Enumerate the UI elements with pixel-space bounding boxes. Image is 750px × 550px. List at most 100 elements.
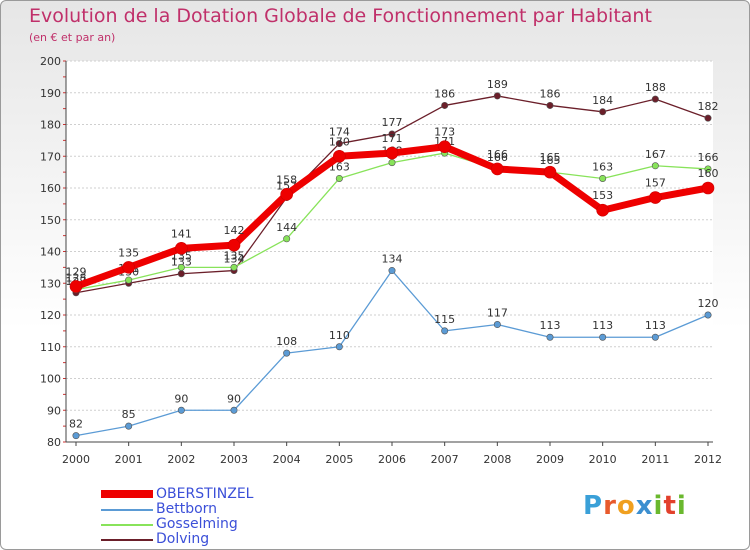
data-label-bettborn: 113 bbox=[592, 319, 613, 332]
data-label-gosselming: 163 bbox=[592, 160, 613, 173]
data-label-gosselming: 166 bbox=[487, 151, 508, 164]
data-label-dolving: 186 bbox=[540, 87, 561, 100]
data-label-bettborn: 90 bbox=[174, 392, 188, 405]
data-point-oberstinzel bbox=[701, 181, 715, 195]
data-label-oberstinzel: 141 bbox=[171, 227, 192, 240]
data-label-dolving: 189 bbox=[487, 78, 508, 91]
data-label-bettborn: 117 bbox=[487, 307, 508, 320]
data-point-oberstinzel bbox=[543, 165, 557, 179]
data-point-gosselming bbox=[283, 235, 291, 243]
x-tick-label: 2005 bbox=[325, 453, 353, 466]
data-label-oberstinzel: 157 bbox=[645, 177, 666, 190]
y-tick-label: 160 bbox=[40, 182, 61, 195]
data-label-gosselming: 135 bbox=[224, 249, 245, 262]
data-point-bettborn bbox=[599, 333, 607, 341]
data-label-dolving: 174 bbox=[329, 126, 350, 139]
data-point-gosselming bbox=[704, 165, 712, 173]
data-label-dolving: 184 bbox=[592, 94, 613, 107]
y-tick-label: 180 bbox=[40, 119, 61, 132]
data-label-bettborn: 108 bbox=[276, 335, 297, 348]
data-point-dolving bbox=[177, 270, 185, 278]
legend-label-oberstinzel: OBERSTINZEL bbox=[156, 486, 254, 502]
data-label-dolving: 186 bbox=[434, 87, 455, 100]
data-point-oberstinzel bbox=[122, 261, 135, 274]
chart-subtitle: (en € et par an) bbox=[29, 31, 116, 44]
data-point-oberstinzel bbox=[175, 242, 188, 255]
legend-swatch-bettborn bbox=[101, 509, 153, 511]
data-label-bettborn: 82 bbox=[69, 418, 83, 431]
data-point-bettborn bbox=[283, 349, 291, 357]
chart-title: Evolution de la Dotation Globale de Fonc… bbox=[29, 5, 652, 27]
data-point-gosselming bbox=[230, 263, 238, 271]
x-tick-label: 2000 bbox=[62, 453, 90, 466]
y-tick-label: 130 bbox=[40, 277, 61, 290]
data-label-bettborn: 115 bbox=[434, 313, 455, 326]
proxiti-logo: Proxiti bbox=[583, 491, 687, 521]
data-point-oberstinzel bbox=[69, 280, 83, 293]
legend-swatch-gosselming bbox=[101, 524, 153, 526]
data-point-bettborn bbox=[177, 406, 185, 414]
legend-label-bettborn: Bettborn bbox=[156, 501, 218, 517]
data-label-oberstinzel: 170 bbox=[329, 135, 350, 148]
data-point-gosselming bbox=[125, 276, 133, 284]
x-tick-label: 2007 bbox=[431, 453, 459, 466]
data-label-dolving: 134 bbox=[224, 253, 245, 266]
data-point-oberstinzel bbox=[333, 149, 346, 163]
data-label-bettborn: 110 bbox=[329, 329, 350, 342]
legend-swatch-dolving bbox=[101, 539, 153, 541]
data-label-oberstinzel: 160 bbox=[698, 167, 719, 180]
y-tick-label: 190 bbox=[40, 87, 61, 100]
data-label-oberstinzel: 135 bbox=[118, 246, 139, 259]
y-tick-label: 90 bbox=[47, 404, 61, 417]
data-point-oberstinzel bbox=[227, 238, 241, 252]
legend-label-gosselming: Gosselming bbox=[156, 516, 238, 532]
data-label-oberstinzel: 166 bbox=[487, 148, 508, 161]
data-label-gosselming: 167 bbox=[645, 148, 666, 161]
data-point-bettborn bbox=[125, 422, 133, 430]
data-point-bettborn bbox=[546, 333, 554, 341]
data-label-oberstinzel: 158 bbox=[276, 173, 297, 186]
data-point-oberstinzel bbox=[596, 203, 609, 217]
data-point-bettborn bbox=[493, 321, 501, 329]
data-label-bettborn: 90 bbox=[227, 392, 241, 405]
y-tick-label: 200 bbox=[40, 55, 61, 68]
data-label-oberstinzel: 171 bbox=[382, 132, 403, 145]
data-point-bettborn bbox=[335, 343, 343, 351]
x-tick-label: 2006 bbox=[378, 453, 406, 466]
data-point-oberstinzel bbox=[385, 146, 399, 160]
y-tick-label: 140 bbox=[40, 246, 61, 259]
x-tick-label: 2012 bbox=[694, 453, 722, 466]
data-point-gosselming bbox=[599, 174, 607, 182]
data-label-gosselming: 165 bbox=[540, 154, 561, 167]
data-point-dolving bbox=[493, 92, 501, 100]
y-tick-label: 110 bbox=[40, 341, 61, 354]
data-point-oberstinzel bbox=[649, 191, 662, 204]
data-point-bettborn bbox=[72, 432, 80, 440]
data-point-bettborn bbox=[704, 311, 712, 319]
data-point-oberstinzel bbox=[438, 140, 451, 154]
y-tick-label: 150 bbox=[40, 214, 61, 227]
data-label-oberstinzel: 165 bbox=[540, 151, 561, 164]
x-tick-label: 2003 bbox=[220, 453, 248, 466]
data-label-bettborn: 134 bbox=[382, 253, 403, 266]
data-label-oberstinzel: 142 bbox=[224, 224, 245, 237]
data-point-dolving bbox=[388, 130, 396, 138]
data-point-bettborn bbox=[230, 406, 238, 414]
data-point-dolving bbox=[335, 140, 343, 148]
data-label-oberstinzel: 173 bbox=[434, 126, 455, 139]
x-tick-label: 2010 bbox=[589, 453, 617, 466]
data-label-gosselming: 166 bbox=[698, 151, 719, 164]
data-label-bettborn: 120 bbox=[698, 297, 719, 310]
legend-label-dolving: Dolving bbox=[156, 531, 210, 547]
data-label-bettborn: 113 bbox=[540, 319, 561, 332]
legend-swatch-oberstinzel bbox=[101, 490, 153, 498]
data-point-oberstinzel bbox=[491, 162, 504, 176]
x-tick-label: 2001 bbox=[115, 453, 143, 466]
y-tick-label: 100 bbox=[40, 373, 61, 386]
data-point-gosselming bbox=[335, 174, 343, 182]
data-point-gosselming bbox=[177, 263, 185, 271]
data-point-oberstinzel bbox=[280, 188, 293, 201]
y-tick-label: 80 bbox=[47, 436, 61, 449]
data-point-gosselming bbox=[388, 159, 396, 167]
